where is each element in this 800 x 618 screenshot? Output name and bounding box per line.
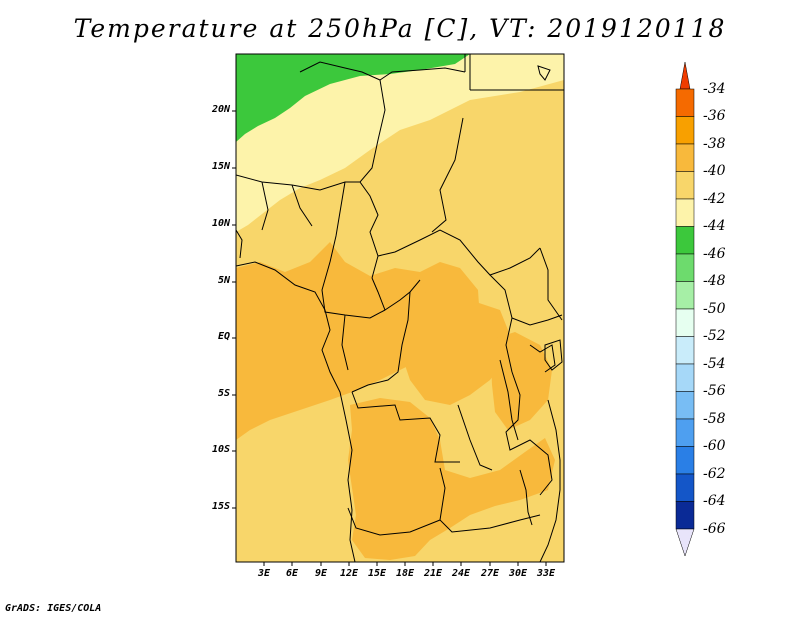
colorbar-label: -60 bbox=[703, 438, 726, 454]
coastline bbox=[539, 399, 561, 562]
colorbar-swatch bbox=[675, 198, 695, 227]
lake-outline bbox=[537, 65, 551, 81]
border-line bbox=[351, 291, 411, 393]
colorbar-bottom-arrow bbox=[675, 528, 695, 557]
coastline bbox=[236, 261, 356, 562]
border-line bbox=[439, 467, 541, 533]
border-line bbox=[539, 247, 563, 321]
lake-outline bbox=[499, 359, 519, 441]
colorbar-swatch bbox=[675, 143, 695, 172]
field-band-38-40-east bbox=[398, 290, 510, 405]
colorbar-label: -44 bbox=[703, 218, 726, 234]
colorbar-swatch bbox=[675, 446, 695, 475]
temperature-field bbox=[236, 54, 564, 562]
colorbar-label: -54 bbox=[703, 356, 726, 372]
colorbar-swatch bbox=[675, 116, 695, 145]
lon-label-12e: 12E bbox=[339, 568, 359, 579]
colorbar-swatch bbox=[675, 501, 695, 530]
colorbar-swatch bbox=[675, 253, 695, 282]
colorbar-top-arrow bbox=[679, 61, 691, 90]
border-line bbox=[431, 117, 464, 233]
colorbar bbox=[675, 61, 695, 557]
border-line bbox=[236, 229, 243, 259]
lon-label-9e: 9E bbox=[314, 568, 328, 579]
border-line bbox=[529, 344, 556, 373]
colorbar-swatch bbox=[675, 336, 695, 365]
country-borders bbox=[236, 54, 564, 562]
colorbar-swatch bbox=[675, 88, 695, 117]
colorbar-label: -52 bbox=[703, 328, 726, 344]
credit-text: GrADS: IGES/COLA bbox=[5, 603, 102, 614]
lat-label-20n: 20N bbox=[211, 104, 230, 115]
border-line bbox=[329, 181, 346, 263]
lat-label-15n: 15N bbox=[211, 161, 230, 172]
lon-label-21e: 21E bbox=[423, 568, 443, 579]
field-band-42-44 bbox=[236, 54, 564, 232]
border-line bbox=[371, 277, 421, 311]
border-line bbox=[359, 79, 386, 279]
colorbar-label: -50 bbox=[703, 301, 726, 317]
border-line bbox=[291, 184, 313, 227]
border-line bbox=[261, 181, 269, 231]
border-line bbox=[505, 371, 553, 496]
colorbar-label: -58 bbox=[703, 411, 726, 427]
colorbar-swatch bbox=[675, 473, 695, 502]
field-band-38-40-west bbox=[236, 242, 480, 440]
lake-outline bbox=[544, 339, 563, 371]
field-band-40-42-southwest bbox=[236, 422, 340, 562]
colorbar-label: -46 bbox=[703, 246, 726, 262]
lake-outline bbox=[519, 469, 533, 526]
field-band-38-40-nile bbox=[490, 332, 552, 430]
field-band-44-46 bbox=[236, 54, 470, 142]
lat-label-5s: 5S bbox=[217, 388, 230, 399]
lon-label-6e: 6E bbox=[285, 568, 299, 579]
lat-label-10s: 10S bbox=[211, 444, 230, 455]
colorbar-label: -56 bbox=[703, 383, 726, 399]
colorbar-label: -40 bbox=[703, 163, 726, 179]
lon-label-24e: 24E bbox=[451, 568, 471, 579]
lon-label-18e: 18E bbox=[395, 568, 415, 579]
lat-label-5n: 5N bbox=[217, 275, 230, 286]
colorbar-label: -38 bbox=[703, 136, 726, 152]
map-frame bbox=[235, 53, 565, 563]
lon-label-15e: 15E bbox=[367, 568, 387, 579]
lon-label-30e: 30E bbox=[508, 568, 528, 579]
map-ticks bbox=[232, 110, 547, 566]
border-line bbox=[457, 404, 493, 471]
colorbar-label: -36 bbox=[703, 108, 726, 124]
colorbar-label: -66 bbox=[703, 521, 726, 537]
border-line bbox=[236, 174, 360, 191]
border-line bbox=[321, 261, 386, 319]
colorbar-label: -62 bbox=[703, 466, 726, 482]
border-line bbox=[341, 314, 349, 371]
colorbar-swatch bbox=[675, 226, 695, 255]
field-band-40-42-southeast bbox=[470, 510, 564, 562]
colorbar-label: -48 bbox=[703, 273, 726, 289]
map-title: Temperature at 250hPa [C], VT: 201912011… bbox=[73, 14, 727, 43]
lon-label-33e: 33E bbox=[536, 568, 556, 579]
lat-label-eq: EQ bbox=[217, 331, 230, 342]
field-band-38-40-south bbox=[348, 398, 555, 560]
colorbar-label: -42 bbox=[703, 191, 726, 207]
colorbar-swatch bbox=[675, 418, 695, 447]
lon-label-27e: 27E bbox=[480, 568, 500, 579]
border-line bbox=[511, 314, 563, 326]
colorbar-swatch bbox=[675, 308, 695, 337]
border-line bbox=[351, 391, 460, 463]
lon-label-3e: 3E bbox=[257, 568, 271, 579]
lat-label-15s: 15S bbox=[211, 501, 230, 512]
border-line bbox=[377, 229, 541, 276]
colorbar-swatch bbox=[675, 171, 695, 200]
colorbar-swatch bbox=[675, 391, 695, 420]
lat-label-10n: 10N bbox=[211, 218, 230, 229]
colorbar-swatch bbox=[675, 363, 695, 392]
colorbar-label: -64 bbox=[703, 493, 726, 509]
border-line bbox=[347, 507, 441, 536]
colorbar-label: -34 bbox=[703, 81, 726, 97]
colorbar-swatch bbox=[675, 281, 695, 310]
